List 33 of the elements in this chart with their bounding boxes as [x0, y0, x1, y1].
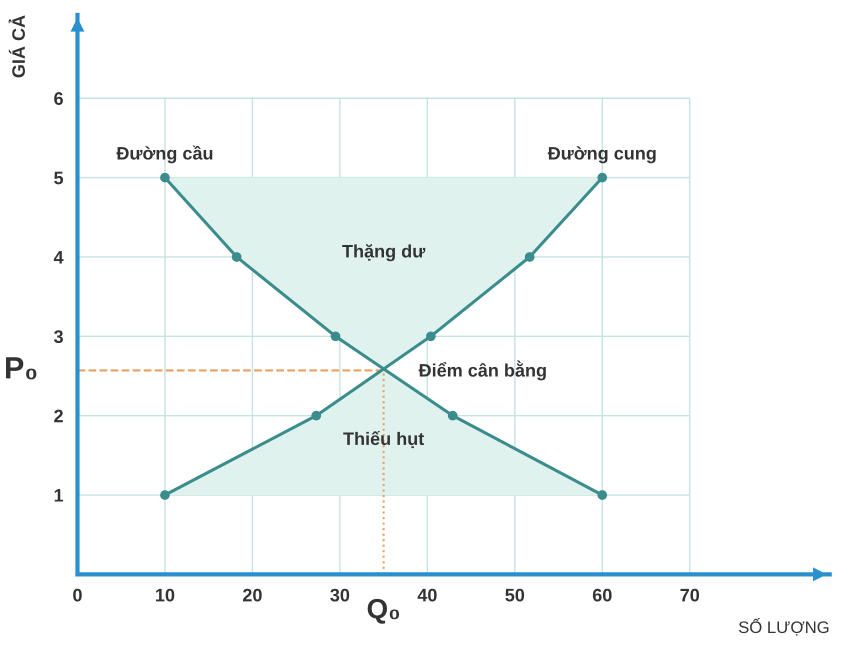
point — [597, 490, 608, 500]
point — [524, 252, 535, 262]
point — [330, 331, 340, 342]
y-tick-label: 1 — [54, 489, 64, 502]
x-tick-label: 70 — [680, 588, 700, 602]
annotation: Thiếu hụt — [343, 431, 424, 448]
x-tick-label: 40 — [418, 588, 437, 602]
y-tick-label: 5 — [54, 172, 64, 184]
ref-line-label: P₀ — [6, 357, 36, 380]
x-tick-label: 0 — [73, 588, 82, 602]
y-tick-label: 3 — [54, 330, 63, 344]
x-tick-label: 10 — [156, 588, 174, 602]
y-axis-title: GIÁ CẢ — [8, 15, 25, 78]
series-label: Đường cung — [548, 146, 656, 164]
y-tick-label: 6 — [54, 92, 63, 105]
point — [311, 410, 322, 421]
annotation: Điểm cân bằng — [418, 360, 546, 380]
point — [426, 331, 436, 342]
point — [232, 252, 242, 262]
ref-line-label: Q₀ — [368, 598, 400, 624]
annotation: Thặng dư — [342, 244, 426, 262]
y-tick-label: 2 — [54, 410, 63, 422]
x-tick-label: 50 — [505, 588, 524, 602]
x-tick-label: 30 — [330, 588, 350, 602]
point — [160, 172, 170, 182]
point — [160, 490, 170, 500]
y-tick-label: 4 — [54, 251, 64, 264]
series-label: Đường cầu — [116, 146, 212, 164]
point — [597, 172, 608, 182]
point — [448, 410, 458, 421]
x-axis-title: SỐ LƯỢNG — [738, 618, 828, 636]
x-tick-label: 20 — [242, 588, 262, 602]
x-tick-label: 60 — [592, 588, 612, 602]
